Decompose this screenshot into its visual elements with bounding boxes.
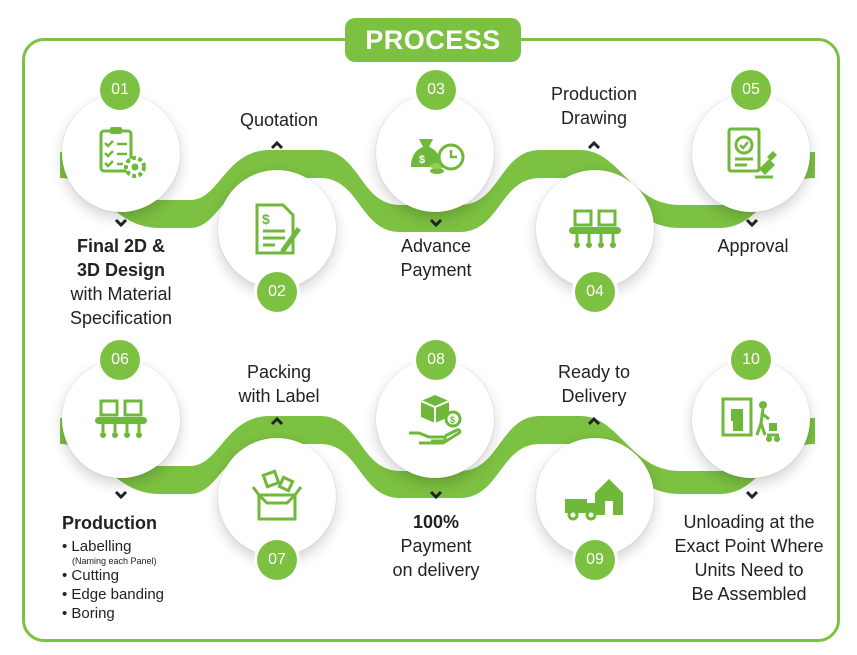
step-07-label-line-1: Packing [246, 362, 312, 382]
production-task-list: • Labelling (Naming each Panel) • Cuttin… [62, 537, 242, 623]
step-08-circle: $ [376, 360, 494, 478]
step-07-label-line-2: with Label [238, 386, 320, 406]
production-details: Production • Labelling (Naming each Pane… [62, 512, 242, 623]
step-05-circle [692, 94, 810, 212]
step-09-label-line-2: Delivery [561, 386, 627, 406]
step-04-number: 04 [575, 272, 615, 312]
chevron-down-icon [114, 490, 128, 500]
step-09-label-line-1: Ready to [557, 362, 631, 382]
step-09-circle [536, 438, 654, 556]
conveyor-boxes-icon [569, 209, 621, 248]
step-10-label: Unloading at the Exact Point Where Units… [656, 510, 842, 606]
chevron-up-icon [270, 416, 284, 426]
step-08-label-line-1: 100% [412, 512, 460, 532]
step-05-number: 05 [731, 70, 771, 110]
step-10-label-line-4: Be Assembled [691, 584, 807, 604]
conveyor-boxes-icon [95, 399, 147, 438]
chevron-up-icon [270, 140, 284, 150]
step-04-label: Production Drawing [529, 82, 659, 130]
step-03-number: 03 [416, 70, 456, 110]
step-02-label: Quotation [214, 108, 344, 132]
step-10-label-line-3: Units Need to [694, 560, 804, 580]
unloading-worker-icon [721, 397, 780, 442]
step-01-circle [62, 94, 180, 212]
step-02-circle: $ [218, 170, 336, 288]
step-09-label: Ready to Delivery [529, 360, 659, 408]
step-03-label: Advance Payment [371, 234, 501, 282]
document-sign-icon: $ [255, 203, 301, 255]
step-01-label: Final 2D & 3D Design with Material Speci… [40, 234, 202, 330]
list-item-note: (Naming each Panel) [72, 556, 157, 566]
list-item: • Cutting [62, 567, 119, 584]
chevron-down-icon [429, 218, 443, 228]
step-01-label-line-4: Specification [69, 308, 173, 328]
list-item: • Labelling [62, 538, 132, 555]
step-01-label-line-3: with Material [70, 284, 172, 304]
step-10-label-line-2: Exact Point Where [674, 536, 824, 556]
step-01-label-line-2: 3D Design [76, 260, 166, 280]
step-07-number: 07 [257, 540, 297, 580]
step-03-circle: $ [376, 94, 494, 212]
open-box-icon [251, 469, 303, 521]
truck-house-icon [565, 479, 623, 521]
step-10-number: 10 [731, 340, 771, 380]
step-03-label-line-2: Payment [400, 260, 472, 280]
svg-text:$: $ [450, 415, 455, 425]
step-01-number: 01 [100, 70, 140, 110]
chevron-up-icon [587, 140, 601, 150]
list-item: • Edge banding [62, 586, 165, 603]
step-08-number: 08 [416, 340, 456, 380]
hand-box-coin-icon: $ [409, 395, 462, 445]
step-09-number: 09 [575, 540, 615, 580]
step-05-label: Approval [686, 234, 820, 258]
step-04-circle [536, 170, 654, 288]
approval-stamp-icon [727, 127, 777, 179]
step-08-label: 100% Payment on delivery [366, 510, 506, 582]
page-title: PROCESS [345, 18, 521, 62]
money-clock-icon: $ [411, 139, 465, 174]
step-05-label-line-1: Approval [717, 236, 789, 256]
step-10-label-line-1: Unloading at the [683, 512, 815, 532]
step-08-label-line-3: on delivery [392, 560, 480, 580]
step-08-label-line-2: Payment [400, 536, 472, 556]
list-item: • Boring [62, 605, 115, 622]
chevron-down-icon [745, 490, 759, 500]
step-06-number: 06 [100, 340, 140, 380]
step-07-label: Packing with Label [214, 360, 344, 408]
svg-text:$: $ [262, 211, 270, 227]
svg-text:$: $ [419, 154, 425, 166]
step-01-label-line-1: Final 2D & [76, 236, 165, 256]
checklist-gear-icon [99, 127, 146, 178]
step-02-label-line-1: Quotation [239, 110, 319, 130]
step-03-label-line-1: Advance [400, 236, 472, 256]
step-04-label-line-2: Drawing [560, 108, 628, 128]
step-06-label: Production [62, 513, 157, 533]
step-02-number: 02 [257, 272, 297, 312]
step-04-label-line-1: Production [550, 84, 638, 104]
chevron-down-icon [114, 218, 128, 228]
chevron-up-icon [587, 416, 601, 426]
chevron-down-icon [429, 490, 443, 500]
step-07-circle [218, 438, 336, 556]
chevron-down-icon [745, 218, 759, 228]
